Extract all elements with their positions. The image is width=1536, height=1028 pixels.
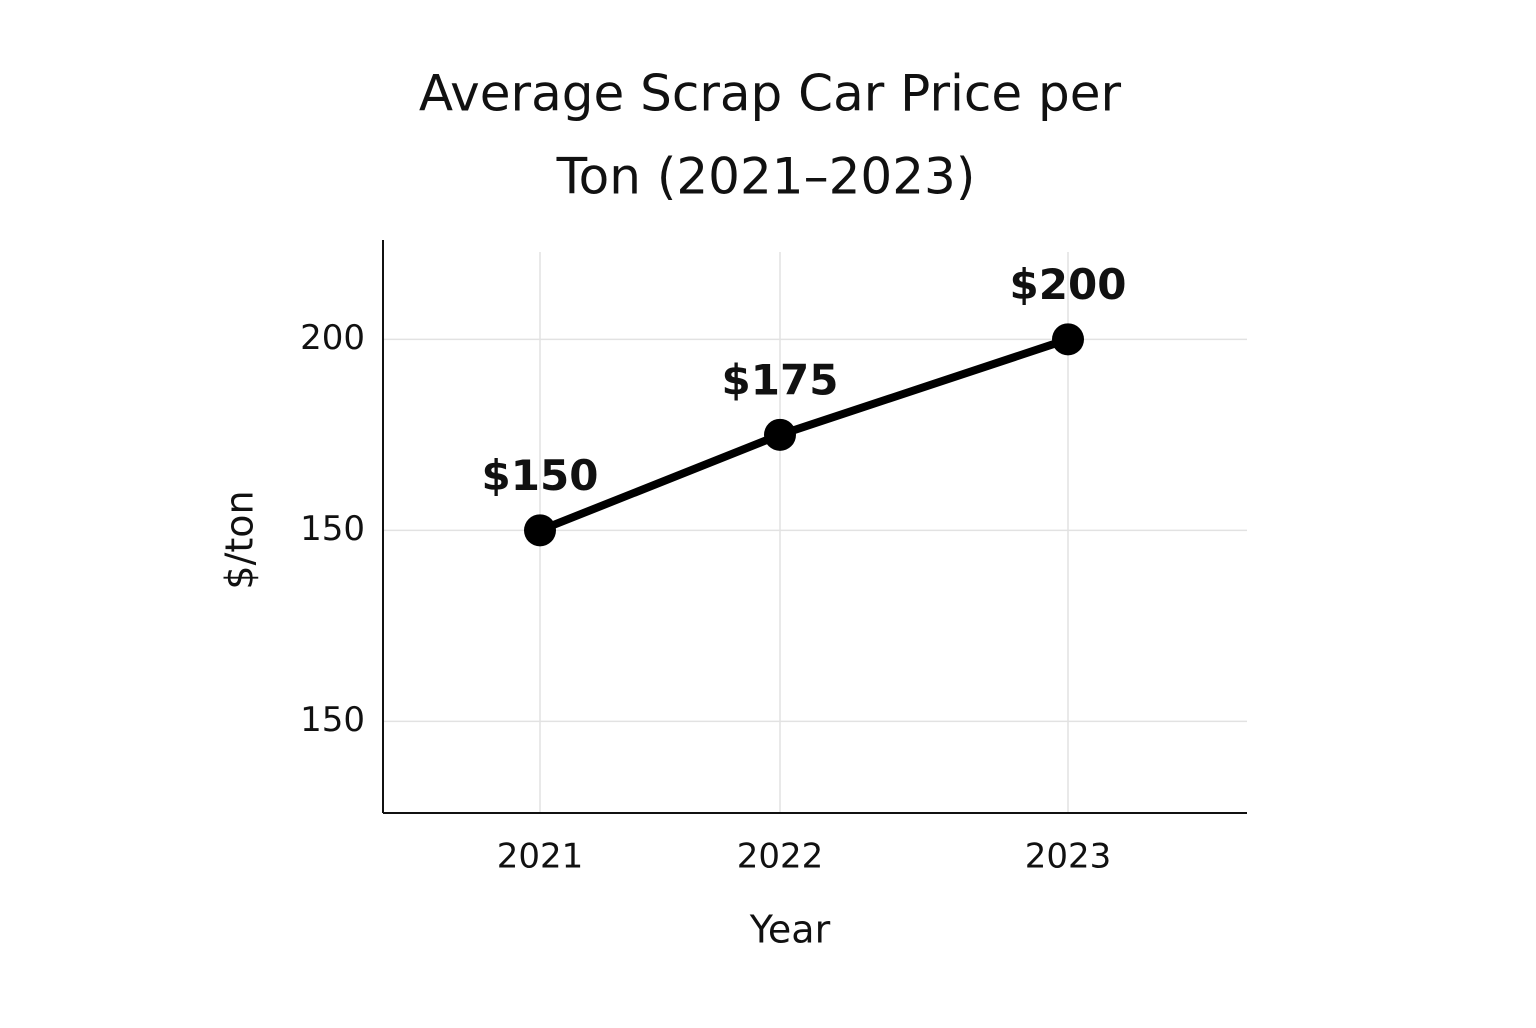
x-tick-label: 2021 (497, 837, 584, 877)
x-tick-label: 2023 (1025, 837, 1112, 877)
data-label: $150 (482, 451, 599, 500)
point (524, 514, 556, 547)
point (764, 418, 796, 451)
y-tick-label: 150 (300, 700, 365, 740)
chart-title-line: Ton (2021–2023) (556, 148, 976, 206)
data-label: $175 (722, 355, 839, 404)
y-tick-label: 200 (300, 318, 365, 358)
point (1052, 323, 1084, 356)
x-tick-label: 2022 (737, 837, 824, 877)
y-axis-label: $/ton (218, 490, 262, 589)
x-axis-label: Year (749, 908, 831, 952)
chart-title-line: Average Scrap Car Price per (419, 65, 1122, 123)
data-label: $200 (1010, 260, 1127, 309)
y-tick-label: 150 (300, 509, 365, 549)
